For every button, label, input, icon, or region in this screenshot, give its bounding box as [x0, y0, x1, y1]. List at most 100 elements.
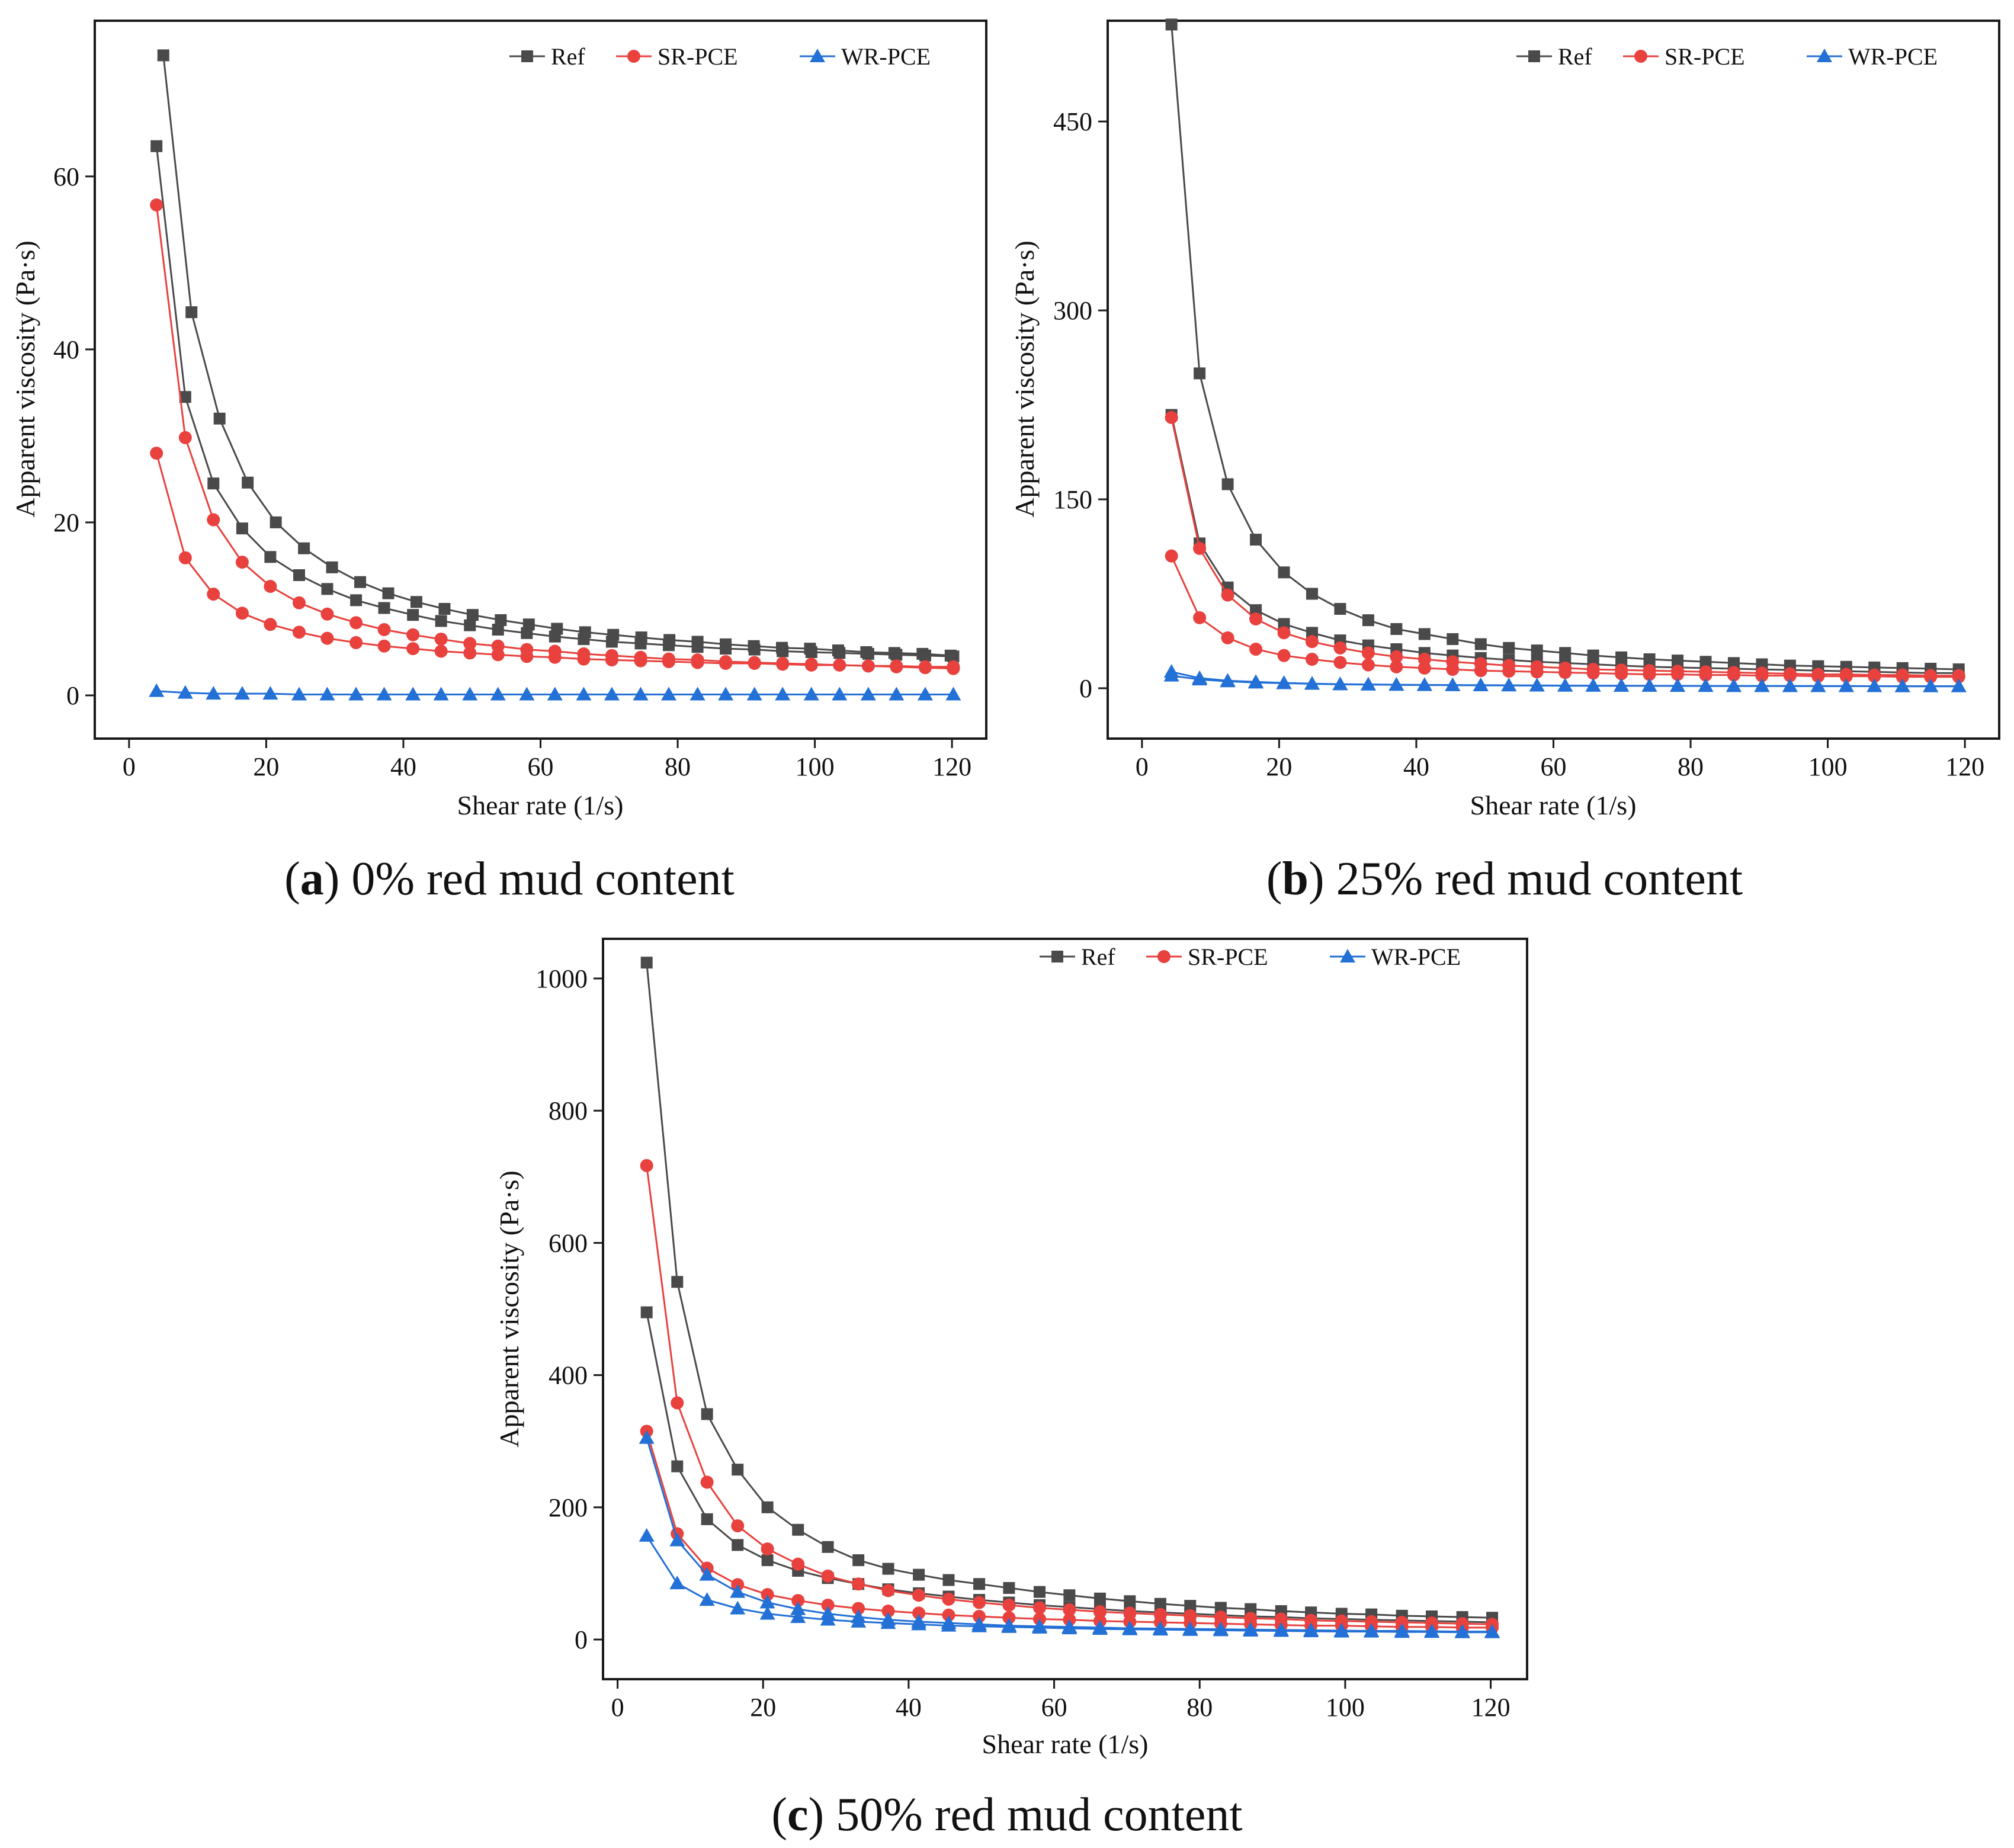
data-point: [236, 522, 248, 535]
data-point: [913, 1568, 925, 1581]
data-point: [663, 634, 676, 646]
data-point: [640, 957, 653, 969]
y-tick-label: 0: [575, 1625, 588, 1654]
panel-b: 0 20 40 60 80 100 120 0 150 300 450 Ref SR-PCE WR-…: [1009, 18, 2000, 905]
data-point: [1390, 623, 1403, 636]
data-point: [1063, 1589, 1076, 1602]
data-point: [1306, 588, 1318, 600]
x-tick-label: 120: [1471, 1693, 1511, 1722]
x-axis-title: Shear rate (1/s): [1470, 790, 1637, 820]
data-point: [1362, 614, 1374, 627]
data-point: [1418, 661, 1431, 675]
data-point: [1221, 631, 1234, 644]
data-point: [1061, 1621, 1077, 1635]
data-point: [234, 686, 250, 700]
legend-ref-marker: [1528, 50, 1540, 62]
data-point: [1699, 668, 1712, 682]
data-point: [410, 596, 422, 608]
x-tick-label: 100: [796, 752, 835, 781]
data-point: [1559, 647, 1572, 659]
data-point: [349, 636, 363, 649]
data-point: [761, 1542, 774, 1556]
legend-sr-label: SR-PCE: [1665, 43, 1745, 70]
data-point: [235, 556, 249, 569]
data-point: [463, 637, 477, 650]
x-tick-label: 20: [750, 1693, 776, 1722]
data-point: [378, 602, 390, 614]
x-tick-label: 100: [1326, 1693, 1365, 1722]
panel-caption: (c) 50% red mud content: [771, 1789, 1242, 1841]
axis-ticks: 0 20 40 60 80 100 120 0 20 40 60: [53, 162, 971, 781]
data-point: [1530, 665, 1544, 679]
data-point: [1501, 678, 1517, 692]
data-point: [761, 1588, 774, 1602]
y-tick-label: 60: [53, 162, 79, 191]
legend-ref-label: Ref: [551, 43, 585, 70]
legend-wr-marker: [810, 49, 825, 62]
data-point: [1193, 541, 1207, 555]
data-point: [1249, 612, 1263, 625]
data-point: [890, 659, 903, 673]
data-point: [746, 686, 762, 701]
data-point: [185, 306, 198, 319]
data-point: [973, 1596, 986, 1609]
chart-series-group: [149, 49, 961, 701]
data-point: [1726, 678, 1742, 692]
data-point: [761, 1501, 774, 1513]
data-point: [292, 625, 306, 639]
data-point: [775, 686, 791, 701]
y-tick-label: 300: [1053, 296, 1092, 325]
data-point: [699, 1592, 715, 1606]
data-point: [635, 631, 647, 644]
data-point: [320, 607, 334, 621]
data-point: [1615, 667, 1628, 681]
data-point: [699, 1567, 715, 1581]
data-point: [732, 1539, 744, 1551]
data-point: [851, 1613, 867, 1628]
data-point: [1755, 669, 1769, 682]
data-point: [918, 660, 932, 673]
data-point: [791, 1557, 805, 1571]
data-point: [1390, 650, 1403, 663]
caption-letter: c: [787, 1789, 809, 1841]
plot-frame: [602, 938, 1528, 1680]
data-point: [1484, 1624, 1500, 1638]
data-point: [1093, 1592, 1106, 1605]
y-tick-label: 0: [66, 681, 79, 710]
data-point: [1586, 666, 1600, 680]
data-point: [1306, 627, 1318, 639]
data-point: [1250, 604, 1262, 617]
data-point: [1165, 18, 1178, 31]
data-point: [719, 656, 733, 670]
data-point: [1221, 478, 1234, 490]
data-point: [942, 1574, 955, 1586]
data-point: [691, 656, 704, 669]
data-point: [207, 513, 220, 527]
data-point: [633, 686, 649, 701]
data-point: [207, 588, 220, 601]
data-point: [880, 1615, 896, 1629]
data-point: [1221, 588, 1234, 602]
data-point: [832, 686, 848, 701]
data-point: [577, 652, 591, 666]
data-point: [1163, 668, 1179, 682]
data-point: [178, 551, 192, 564]
data-point: [912, 1606, 926, 1620]
data-point: [1033, 1601, 1047, 1615]
data-point: [1924, 670, 1938, 684]
data-point: [438, 602, 451, 615]
x-tick-label: 120: [932, 752, 971, 781]
chart-series-group: [639, 957, 1500, 1638]
data-point: [916, 647, 929, 660]
data-point: [235, 607, 249, 620]
y-tick-label: 450: [1053, 107, 1092, 136]
y-axis-title: Apparent viscosity (Pa·s): [494, 1170, 524, 1448]
data-point: [671, 1396, 684, 1410]
caption-text: ) 50% red mud content: [809, 1789, 1243, 1841]
data-point: [1418, 628, 1431, 640]
data-point: [1364, 1624, 1380, 1638]
data-point: [1192, 672, 1208, 686]
data-point: [1445, 677, 1461, 691]
data-point: [634, 654, 647, 668]
data-point: [852, 1602, 865, 1615]
